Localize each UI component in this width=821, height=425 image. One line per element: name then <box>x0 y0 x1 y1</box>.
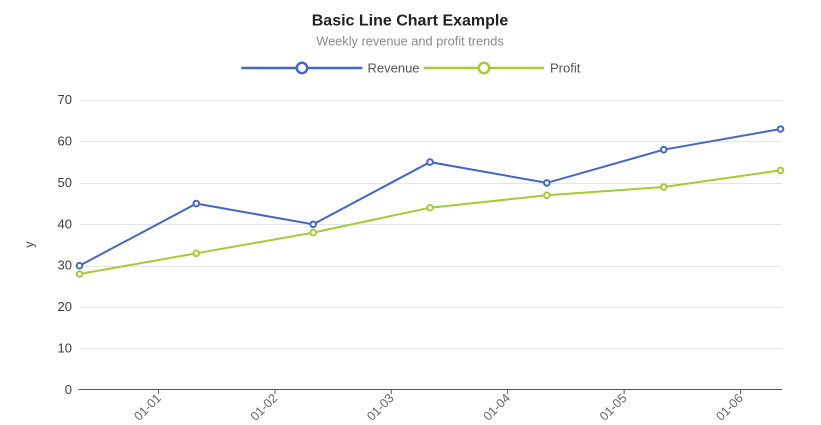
svg-text:0: 0 <box>65 382 72 397</box>
svg-text:Basic Line Chart Example: Basic Line Chart Example <box>312 13 509 30</box>
svg-text:Profit: Profit <box>550 61 581 76</box>
svg-text:10: 10 <box>58 341 72 356</box>
svg-text:Weekly revenue and profit tren: Weekly revenue and profit trends <box>316 34 504 49</box>
svg-text:20: 20 <box>58 299 72 314</box>
svg-text:70: 70 <box>58 92 72 107</box>
svg-text:40: 40 <box>58 216 72 231</box>
svg-text:Revenue: Revenue <box>368 61 420 76</box>
svg-text:50: 50 <box>58 175 72 190</box>
svg-text:60: 60 <box>58 133 72 148</box>
svg-text:30: 30 <box>58 258 72 273</box>
svg-text:y: y <box>22 241 36 248</box>
